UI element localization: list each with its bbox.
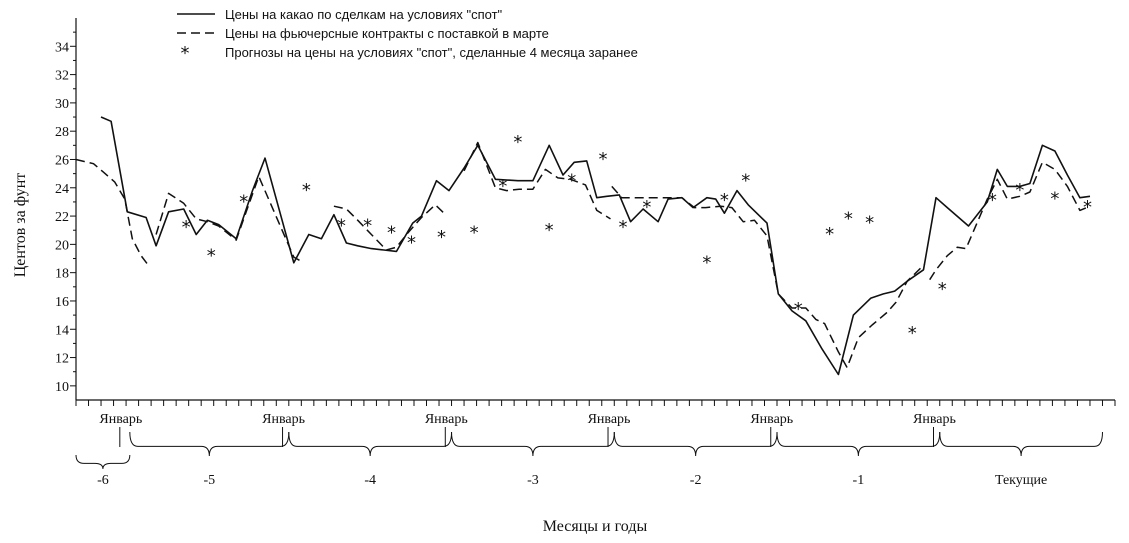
legend-entry-label: Цены на фьючерсные контракты с поставкой… xyxy=(225,26,549,41)
forecast-marker: * xyxy=(938,279,947,300)
forecast-marker: * xyxy=(363,216,372,237)
forecast-marker: * xyxy=(825,224,834,245)
y-tick-label: 26 xyxy=(55,153,69,168)
series-futures-line xyxy=(333,204,445,251)
forecast-marker: * xyxy=(720,190,729,211)
year-brace xyxy=(613,431,778,457)
january-label: Январь xyxy=(913,412,956,427)
january-label: Январь xyxy=(750,412,793,427)
forecast-marker: * xyxy=(1050,189,1059,210)
y-axis-ticks: 10 12 14 16 18 20 22 24 26 28 30 32 34 xyxy=(55,31,76,395)
january-label: Январь xyxy=(588,412,631,427)
year-label: -1 xyxy=(853,473,865,488)
series-spot-line xyxy=(100,116,1091,376)
forecast-marker: * xyxy=(988,190,997,211)
series-futures-line xyxy=(611,185,926,369)
series-futures-line xyxy=(155,175,305,264)
y-tick-label: 14 xyxy=(55,323,69,338)
year-label: -5 xyxy=(203,473,215,488)
series-futures-line xyxy=(75,158,150,267)
forecast-marker: * xyxy=(619,217,628,238)
forecast-marker: * xyxy=(794,299,803,320)
forecast-marker: * xyxy=(337,216,346,237)
forecast-marker: * xyxy=(1083,197,1092,218)
forecast-marker: * xyxy=(513,132,522,153)
legend-swatch-star: * xyxy=(181,43,190,64)
forecast-marker: * xyxy=(302,180,311,201)
year-label: -6 xyxy=(97,473,109,488)
year-label: Текущие xyxy=(995,473,1047,488)
x-axis-months: Январь Январь Январь Январь Январь Январь -6 -5… xyxy=(75,400,1116,488)
year-label: -3 xyxy=(527,473,539,488)
y-tick-label: 24 xyxy=(55,182,69,197)
forecast-marker: * xyxy=(844,208,853,229)
forecast-marker: * xyxy=(239,192,248,213)
axes xyxy=(75,18,1115,401)
forecast-marker: * xyxy=(407,233,416,254)
year-brace xyxy=(75,454,131,470)
legend-entry-label: Прогнозы на цены на условиях "спот", сде… xyxy=(225,45,638,60)
forecast-marker: * xyxy=(908,323,917,344)
forecast-marker: * xyxy=(207,245,216,266)
y-tick-label: 34 xyxy=(55,40,69,55)
series-futures-line xyxy=(929,161,1091,281)
y-tick-label: 30 xyxy=(55,97,69,112)
plot-area: * * * * * * * * * * * * * * * * * * * * * * * * * * * * * * xyxy=(75,116,1092,376)
year-brace xyxy=(776,431,941,457)
january-label: Январь xyxy=(425,412,468,427)
forecast-marker: * xyxy=(567,170,576,191)
year-brace xyxy=(939,431,1103,457)
legend-entry-label: Цены на какао по сделкам на условиях "сп… xyxy=(225,7,503,22)
legend: Цены на какао по сделкам на условиях "сп… xyxy=(177,7,638,64)
y-tick-label: 10 xyxy=(55,380,69,395)
y-tick-label: 32 xyxy=(55,69,69,84)
year-brace xyxy=(288,431,453,457)
year-brace xyxy=(451,431,615,457)
y-axis-title: Центов за фунт xyxy=(12,173,29,278)
forecast-marker: * xyxy=(642,197,651,218)
y-tick-label: 12 xyxy=(55,352,69,367)
year-label: -4 xyxy=(364,473,376,488)
forecast-marker: * xyxy=(599,149,608,170)
forecast-marker: * xyxy=(387,223,396,244)
forecast-marker: * xyxy=(545,220,554,241)
y-tick-label: 20 xyxy=(55,238,69,253)
y-tick-label: 18 xyxy=(55,267,69,282)
forecast-marker: * xyxy=(470,223,479,244)
x-axis-title: Месяцы и годы xyxy=(543,518,648,535)
series-futures-line xyxy=(463,141,611,220)
forecast-marker: * xyxy=(865,213,874,234)
forecast-marker: * xyxy=(1015,180,1024,201)
forecast-marker: * xyxy=(437,227,446,248)
january-label: Январь xyxy=(99,412,142,427)
forecast-marker: * xyxy=(702,252,711,273)
forecast-marker: * xyxy=(498,176,507,197)
y-tick-label: 22 xyxy=(55,210,69,225)
january-label: Январь xyxy=(262,412,305,427)
y-tick-label: 28 xyxy=(55,125,69,140)
y-tick-label: 16 xyxy=(55,295,69,310)
forecast-marker: * xyxy=(741,170,750,191)
year-brace xyxy=(129,431,290,457)
forecast-marker: * xyxy=(182,217,191,238)
year-label: -2 xyxy=(690,473,702,488)
